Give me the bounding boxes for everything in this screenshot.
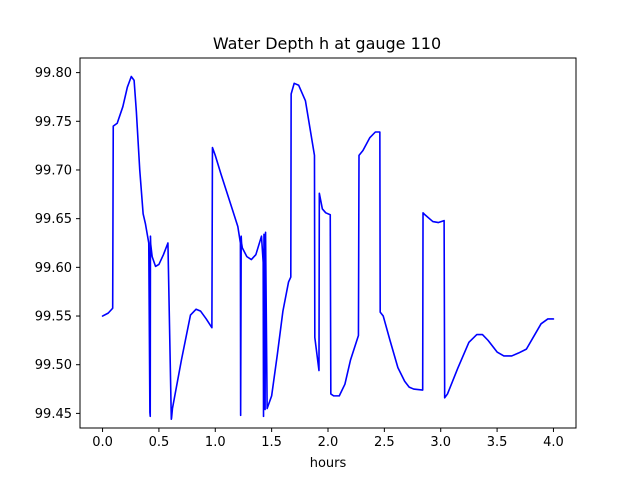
- y-tick-label: 99.70: [35, 163, 72, 178]
- y-tick-label: 99.60: [35, 261, 72, 276]
- x-tick-label: 0.0: [92, 435, 113, 450]
- plot-area: [80, 58, 576, 428]
- x-tick-label: 2.0: [318, 435, 339, 450]
- x-tick-label: 3.0: [430, 435, 451, 450]
- y-tick-label: 99.55: [35, 310, 72, 325]
- plot-frame: [79, 57, 577, 429]
- y-tick-label: 99.65: [35, 212, 72, 227]
- y-tick-label: 99.80: [35, 66, 72, 81]
- y-tick-label: 99.45: [35, 407, 72, 422]
- axis-ticks: 0.0 0.5 1.0 1.5 2.0 2.5 3.0 3.5 4.0 99.45 99.50 99.…: [35, 66, 564, 450]
- x-tick-label: 1.5: [261, 435, 282, 450]
- x-tick-label: 3.5: [487, 435, 508, 450]
- y-tick-label: 99.75: [35, 115, 72, 130]
- x-tick-label: 4.0: [543, 435, 564, 450]
- y-tick-label: 99.50: [35, 358, 72, 373]
- x-tick-label: 1.0: [205, 435, 226, 450]
- series-line-0: [101, 75, 555, 421]
- x-tick-label: 2.5: [374, 435, 395, 450]
- x-axis-label: hours: [310, 456, 347, 471]
- series-layer: [101, 75, 555, 421]
- x-tick-label: 0.5: [149, 435, 170, 450]
- chart-title: Water Depth h at gauge 110: [213, 34, 441, 53]
